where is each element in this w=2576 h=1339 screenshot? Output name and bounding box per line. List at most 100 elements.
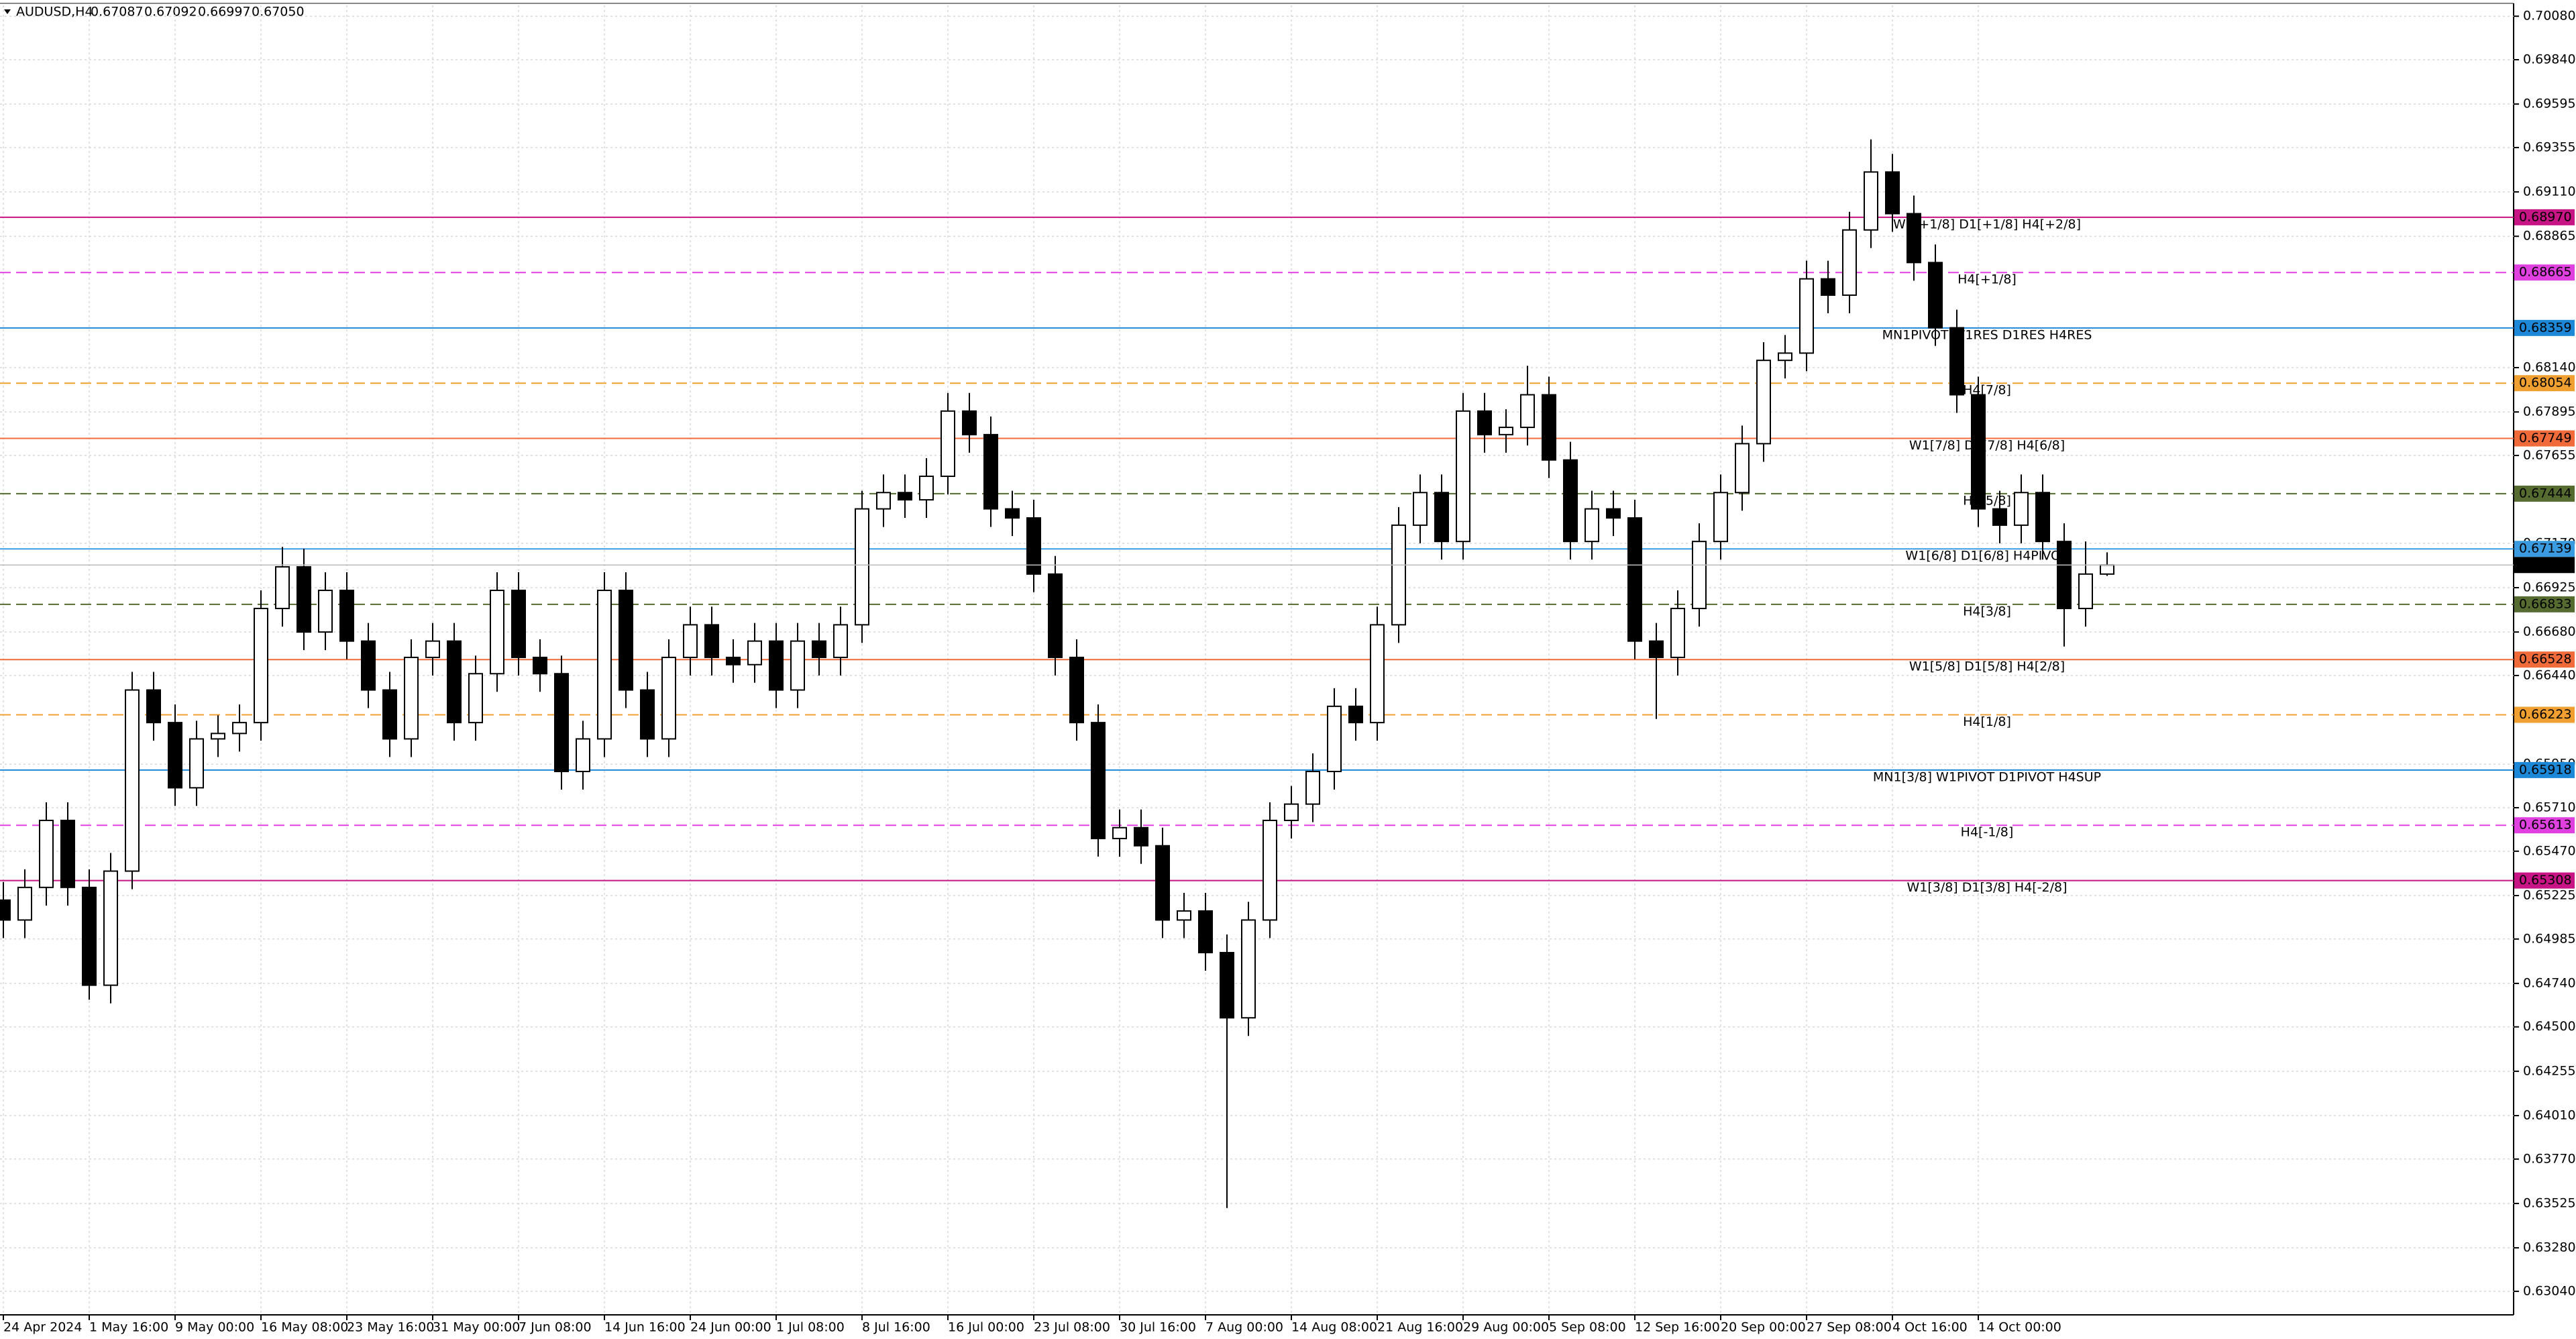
level-tag bbox=[2514, 209, 2575, 225]
candle-body bbox=[1585, 508, 1599, 543]
candle-body bbox=[1155, 845, 1170, 921]
y-tick-label: 0.68140 bbox=[2523, 360, 2576, 374]
level-tag bbox=[2514, 817, 2575, 834]
candle-body bbox=[404, 656, 419, 740]
level-tag bbox=[2514, 485, 2575, 502]
candle-body bbox=[1563, 459, 1578, 543]
y-tick-label: 0.64255 bbox=[2523, 1063, 2576, 1078]
x-tick-label: 7 Aug 00:00 bbox=[1205, 1320, 1283, 1335]
y-tick-label: 0.63770 bbox=[2523, 1151, 2576, 1166]
candle-body bbox=[1907, 213, 1921, 264]
candle-body bbox=[1177, 910, 1191, 921]
level-tag-label: 0.66223 bbox=[2519, 707, 2572, 722]
candle-body bbox=[962, 410, 977, 435]
candle-body bbox=[1885, 171, 1900, 215]
candle-body bbox=[1949, 327, 1964, 396]
y-tick-label: 0.70080 bbox=[2523, 9, 2576, 23]
header-value: 0.67050 bbox=[252, 5, 305, 19]
candle-body bbox=[1069, 656, 1084, 724]
level-tag-label: 0.65308 bbox=[2519, 873, 2572, 888]
candle-body bbox=[919, 475, 934, 501]
level-tag bbox=[2514, 651, 2575, 668]
candle-body bbox=[232, 722, 247, 735]
level-tag-label: 0.68054 bbox=[2519, 376, 2572, 390]
candle-body bbox=[1263, 819, 1277, 921]
candle-body bbox=[2100, 564, 2114, 575]
level-label: W1[5/8] D1[5/8] H4[2/8] bbox=[1909, 659, 2065, 674]
level-tag bbox=[2514, 596, 2575, 612]
y-tick-label: 0.63280 bbox=[2523, 1240, 2576, 1255]
candle-body bbox=[361, 640, 376, 691]
candle-body bbox=[1928, 262, 1943, 329]
candle-body bbox=[1778, 352, 1792, 362]
level-label: H4[1/8] bbox=[1963, 714, 2011, 729]
x-tick-label: 21 Aug 16:00 bbox=[1377, 1320, 1463, 1335]
y-tick-label: 0.66440 bbox=[2523, 667, 2576, 682]
candle-body bbox=[1649, 640, 1664, 658]
candle-body bbox=[812, 640, 826, 658]
menu-arrow[interactable] bbox=[4, 9, 11, 14]
level-label: H4[+1/8] bbox=[1957, 272, 2017, 287]
x-tick-label: 14 Jun 16:00 bbox=[604, 1320, 686, 1335]
candle-body bbox=[297, 566, 311, 633]
candle-body bbox=[1348, 705, 1363, 724]
candle-body bbox=[1434, 492, 1449, 543]
level-tag-label: 0.65613 bbox=[2519, 818, 2572, 833]
candle-body bbox=[60, 819, 75, 888]
y-tick-label: 0.67895 bbox=[2523, 405, 2576, 419]
candle-body bbox=[898, 492, 912, 501]
candle-body bbox=[1048, 573, 1063, 658]
candle-body bbox=[189, 738, 204, 789]
current-price-label: 0.67050 bbox=[2519, 557, 2572, 572]
candle-body bbox=[747, 640, 762, 665]
candle-body bbox=[1477, 410, 1492, 435]
candle-body bbox=[1370, 624, 1385, 724]
candle-body bbox=[533, 656, 547, 675]
x-tick-label: 31 May 00:00 bbox=[433, 1320, 520, 1335]
level-tag-label: 0.67139 bbox=[2519, 541, 2572, 556]
x-tick-label: 1 Jul 08:00 bbox=[776, 1320, 845, 1335]
candle-body bbox=[1735, 443, 1750, 494]
x-tick-label: 7 Jun 08:00 bbox=[519, 1320, 592, 1335]
level-tag-label: 0.66833 bbox=[2519, 596, 2572, 611]
header-value: 0.67092 bbox=[144, 5, 197, 19]
candle-body bbox=[103, 870, 118, 986]
level-tag bbox=[2514, 706, 2575, 723]
candle-body bbox=[1305, 771, 1320, 805]
candle-body bbox=[1756, 360, 1771, 445]
x-tick-label: 30 Jul 16:00 bbox=[1120, 1320, 1196, 1335]
level-tag bbox=[2514, 430, 2575, 447]
level-tag-label: 0.68665 bbox=[2519, 265, 2572, 280]
x-tick-label: 1 May 16:00 bbox=[89, 1320, 168, 1335]
x-tick-label: 8 Jul 16:00 bbox=[862, 1320, 930, 1335]
level-tag bbox=[2514, 319, 2575, 336]
candle-body bbox=[833, 624, 848, 658]
level-label: W1[+1/8] D1[+1/8] H4[+2/8] bbox=[1893, 217, 2081, 231]
y-tick-label: 0.68865 bbox=[2523, 229, 2576, 244]
y-tick-label: 0.65710 bbox=[2523, 800, 2576, 815]
x-tick-label: 20 Sep 00:00 bbox=[1721, 1320, 1806, 1335]
candle-body bbox=[1456, 410, 1470, 543]
candle-body bbox=[1220, 952, 1234, 1019]
candle-body bbox=[683, 624, 698, 658]
x-tick-label: 16 May 08:00 bbox=[261, 1320, 348, 1335]
level-tag bbox=[2514, 375, 2575, 392]
y-tick-label: 0.63525 bbox=[2523, 1195, 2576, 1210]
candle-body bbox=[1713, 492, 1728, 543]
candle-body bbox=[1799, 278, 1814, 354]
level-label: MN1PIVOT W1RES D1RES H4RES bbox=[1882, 327, 2092, 342]
level-label: H4[-1/8] bbox=[1961, 825, 2014, 840]
candle-body bbox=[2078, 573, 2093, 610]
level-label: H4[5/8] bbox=[1963, 493, 2011, 508]
current-price-tag bbox=[2514, 557, 2575, 574]
candle-body bbox=[1327, 705, 1342, 773]
y-tick-label: 0.64500 bbox=[2523, 1019, 2576, 1034]
candle-body bbox=[876, 492, 891, 510]
candle-body bbox=[1542, 394, 1556, 461]
level-tag bbox=[2514, 761, 2575, 778]
candle-body bbox=[1821, 278, 1835, 296]
header-value: 0.66997 bbox=[198, 5, 251, 19]
candle-body bbox=[318, 590, 333, 633]
